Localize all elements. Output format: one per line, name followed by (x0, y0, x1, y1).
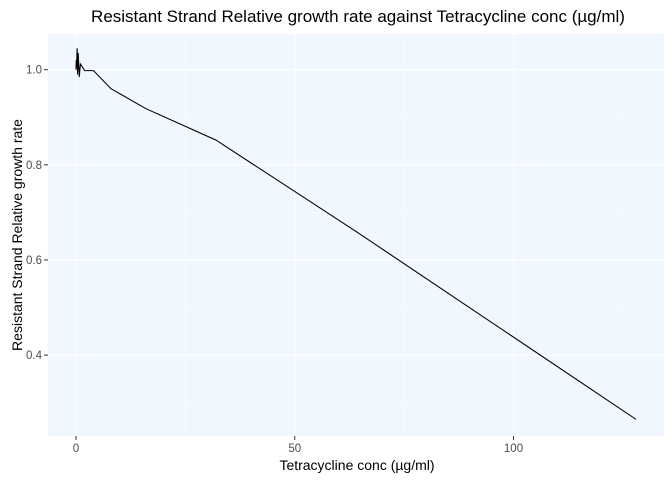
y-axis-title: Resistant Strand Relative growth rate (9, 119, 25, 351)
x-axis-title: Tetracycline conc (µg/ml) (279, 457, 434, 473)
y-tick-label: 0.8 (26, 160, 42, 172)
x-tick-label: 50 (288, 443, 301, 455)
minor-gridlines (48, 34, 664, 436)
y-tick-label: 0.4 (26, 350, 43, 362)
y-ticks (44, 69, 48, 356)
major-gridlines (48, 34, 664, 436)
x-tick-label: 100 (504, 443, 523, 455)
x-tick-labels: 0 50 100 (73, 443, 523, 455)
x-tick-label: 0 (73, 443, 79, 455)
chart-title: Resistant Strand Relative growth rate ag… (91, 7, 625, 26)
y-tick-labels: 0.4 0.6 0.8 1.0 (26, 65, 43, 362)
y-tick-label: 0.6 (26, 255, 42, 267)
x-ticks (75, 436, 514, 440)
y-tick-label: 1.0 (26, 65, 42, 77)
growth-rate-line (75, 48, 637, 420)
